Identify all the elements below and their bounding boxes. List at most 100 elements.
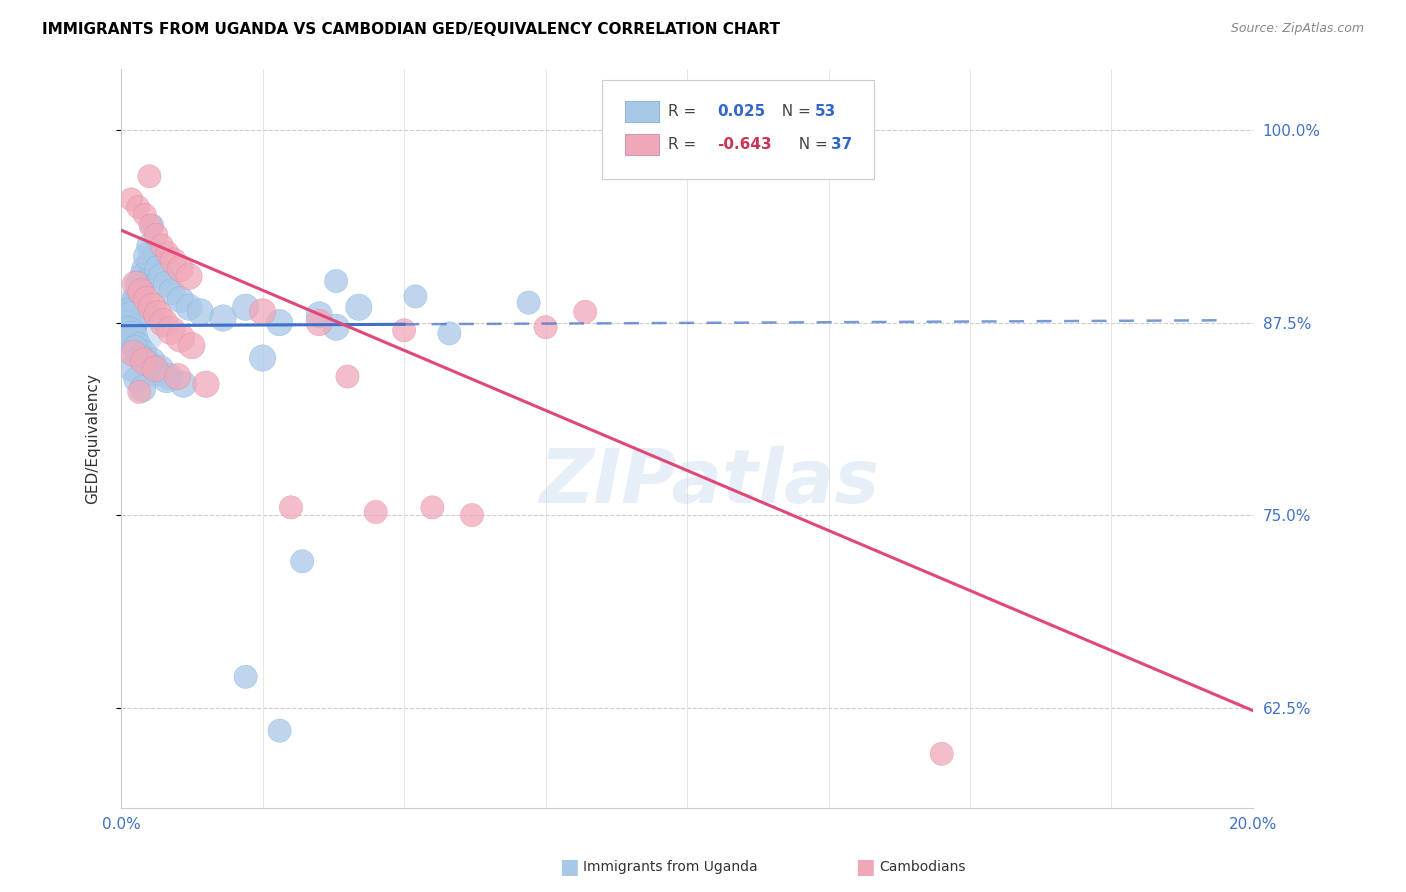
Text: ■: ■ xyxy=(855,857,875,877)
Point xyxy=(124,293,146,307)
Point xyxy=(190,305,212,319)
Point xyxy=(269,723,291,738)
Point xyxy=(169,293,191,307)
Point xyxy=(931,747,953,761)
Point xyxy=(125,373,148,387)
Point xyxy=(128,384,150,399)
Point xyxy=(149,361,172,376)
Point xyxy=(212,310,235,325)
Point xyxy=(141,354,163,368)
Point xyxy=(134,261,156,276)
Text: R =: R = xyxy=(668,137,702,153)
Point xyxy=(291,554,314,568)
Point xyxy=(180,339,202,353)
Point xyxy=(152,316,174,330)
Point xyxy=(145,227,167,242)
Point xyxy=(517,295,540,310)
Text: ZIPatlas: ZIPatlas xyxy=(540,446,880,519)
Text: N =: N = xyxy=(789,137,832,153)
Text: -0.643: -0.643 xyxy=(717,137,772,153)
Point xyxy=(280,500,302,515)
Point xyxy=(132,354,155,368)
FancyBboxPatch shape xyxy=(602,79,873,179)
Point xyxy=(157,369,180,384)
Point xyxy=(169,261,191,276)
Point xyxy=(347,300,370,314)
Text: IMMIGRANTS FROM UGANDA VS CAMBODIAN GED/EQUIVALENCY CORRELATION CHART: IMMIGRANTS FROM UGANDA VS CAMBODIAN GED/… xyxy=(42,22,780,37)
Point xyxy=(115,320,138,334)
Point xyxy=(122,346,145,360)
Point xyxy=(117,318,139,333)
Point xyxy=(122,305,145,319)
Point xyxy=(404,289,426,303)
Point xyxy=(235,300,257,314)
Text: 0.025: 0.025 xyxy=(717,103,766,119)
Point xyxy=(136,357,159,371)
Text: ■: ■ xyxy=(560,857,579,877)
Point xyxy=(127,277,149,292)
Point xyxy=(195,377,218,392)
Text: Cambodians: Cambodians xyxy=(879,860,966,874)
Point xyxy=(325,320,347,334)
Point xyxy=(141,219,163,233)
Point xyxy=(127,339,149,353)
Point xyxy=(534,320,557,334)
Point xyxy=(121,361,143,376)
Point xyxy=(166,369,188,384)
Text: Immigrants from Uganda: Immigrants from Uganda xyxy=(583,860,758,874)
Point xyxy=(150,269,173,284)
Point xyxy=(439,326,461,341)
Point xyxy=(125,295,148,310)
Point xyxy=(308,308,330,322)
Point xyxy=(169,331,191,345)
Point xyxy=(235,670,257,684)
Point xyxy=(422,500,444,515)
Point xyxy=(129,285,152,299)
Point xyxy=(135,249,157,263)
Point xyxy=(134,208,156,222)
Point xyxy=(139,219,162,233)
Point xyxy=(120,316,142,330)
Point xyxy=(136,238,159,252)
Point xyxy=(124,342,146,356)
Point xyxy=(325,274,347,288)
Point xyxy=(146,261,169,276)
Point xyxy=(156,246,179,260)
Point xyxy=(461,508,484,522)
Point xyxy=(146,308,169,322)
Point xyxy=(143,361,166,376)
Point xyxy=(172,377,194,392)
Point xyxy=(364,505,387,519)
Y-axis label: GED/Equivalency: GED/Equivalency xyxy=(86,373,100,504)
Point xyxy=(120,331,142,345)
Point xyxy=(574,305,596,319)
Point xyxy=(139,254,162,268)
Point xyxy=(118,308,141,322)
Point xyxy=(155,373,177,387)
Point xyxy=(129,351,152,365)
Point xyxy=(131,269,153,284)
FancyBboxPatch shape xyxy=(624,135,659,155)
Text: R =: R = xyxy=(668,103,702,119)
Point xyxy=(392,323,415,337)
Point xyxy=(162,254,184,268)
Point xyxy=(121,310,143,325)
Text: 53: 53 xyxy=(815,103,837,119)
Point xyxy=(132,346,155,360)
Point xyxy=(141,300,163,314)
Point xyxy=(120,193,142,207)
Point xyxy=(252,305,274,319)
Text: N =: N = xyxy=(772,103,815,119)
Point xyxy=(252,351,274,365)
Point xyxy=(131,382,153,396)
Point xyxy=(308,316,330,330)
Point xyxy=(336,369,359,384)
Point xyxy=(160,285,183,299)
Text: Source: ZipAtlas.com: Source: ZipAtlas.com xyxy=(1230,22,1364,36)
Point xyxy=(150,238,173,252)
Point xyxy=(127,200,149,214)
Point xyxy=(117,326,139,341)
Point xyxy=(124,277,146,292)
Point xyxy=(177,269,200,284)
Point xyxy=(129,285,152,299)
